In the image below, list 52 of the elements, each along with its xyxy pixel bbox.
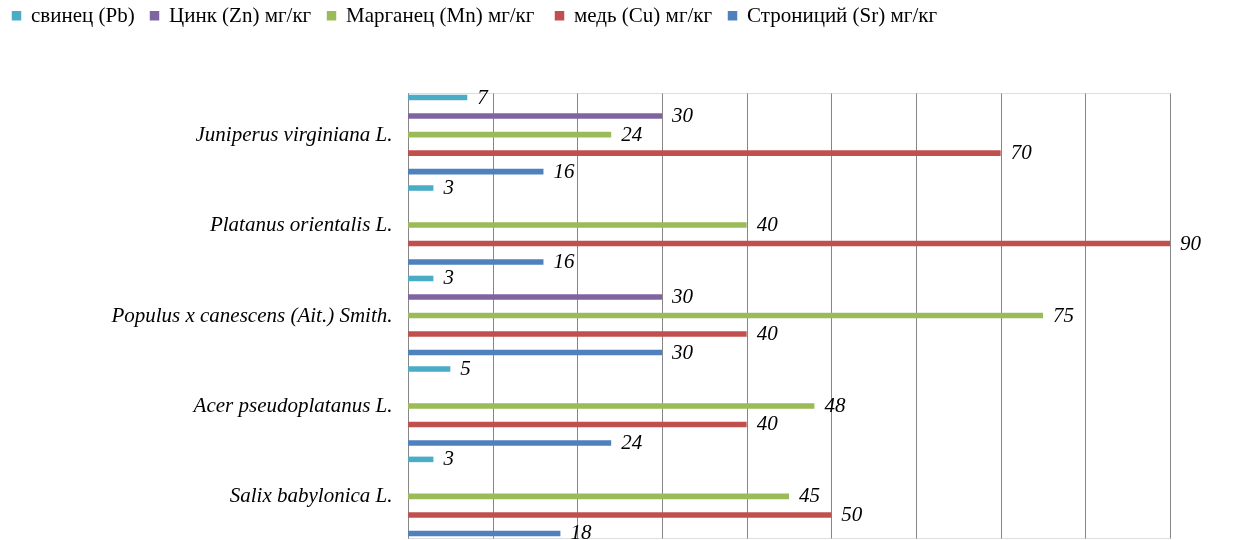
data-label: 48	[824, 392, 846, 417]
data-label: 90	[1180, 230, 1202, 255]
data-label: 40	[756, 411, 779, 436]
data-label: 5	[460, 355, 471, 380]
data-label: 3	[442, 446, 454, 471]
bar	[408, 185, 434, 191]
y-tick-label: Populus x canescens (Ait.) Smith.	[110, 302, 393, 327]
data-label: 24	[621, 121, 643, 146]
data-label: 40	[756, 212, 779, 237]
data-label: 40	[756, 321, 779, 346]
bar	[408, 294, 662, 300]
bar	[408, 421, 747, 428]
bar	[408, 331, 747, 337]
bar	[408, 222, 747, 228]
y-tick-label: Salix babylonica L.	[229, 483, 393, 508]
bar	[408, 403, 815, 409]
data-label: 24	[621, 429, 643, 454]
legend-label: Марганец (Mn) мг/кг	[346, 2, 535, 27]
data-label: 70	[1010, 140, 1033, 165]
bar	[408, 312, 1043, 319]
bar	[408, 440, 612, 446]
legend-label: Цинк (Zn) мг/кг	[169, 2, 312, 27]
bar	[408, 259, 544, 265]
y-tick-label: Acer pseudoplatanus L.	[191, 392, 393, 417]
bar	[408, 349, 662, 356]
data-label: 50	[841, 501, 863, 526]
bar	[408, 131, 612, 138]
bar	[408, 150, 1001, 156]
bar	[408, 94, 468, 101]
legend-label: свинец (Pb)	[31, 2, 135, 27]
bar	[408, 366, 451, 372]
y-tick-label: Juniperus virginiana L.	[195, 121, 393, 146]
bar	[408, 493, 789, 500]
data-label: 18	[570, 520, 592, 540]
data-label: 30	[671, 283, 694, 308]
data-label: 16	[553, 158, 575, 183]
data-label: 45	[799, 483, 820, 508]
bar	[408, 512, 832, 518]
data-label: 30	[671, 339, 694, 364]
bar	[408, 168, 544, 175]
legend-label: медь (Cu) мг/кг	[574, 2, 713, 27]
data-label: 16	[553, 249, 575, 274]
bar	[408, 530, 561, 537]
bar	[408, 113, 662, 119]
data-label: 75	[1053, 302, 1074, 327]
data-label: 7	[477, 84, 490, 109]
data-label: 3	[442, 265, 454, 290]
data-label: 30	[671, 103, 694, 128]
legend-label: Строниций (Sr) мг/кг	[747, 2, 938, 27]
data-label: 3	[442, 175, 454, 200]
y-tick-label: Platanus orientalis L.	[208, 212, 393, 237]
bar	[408, 240, 1170, 247]
